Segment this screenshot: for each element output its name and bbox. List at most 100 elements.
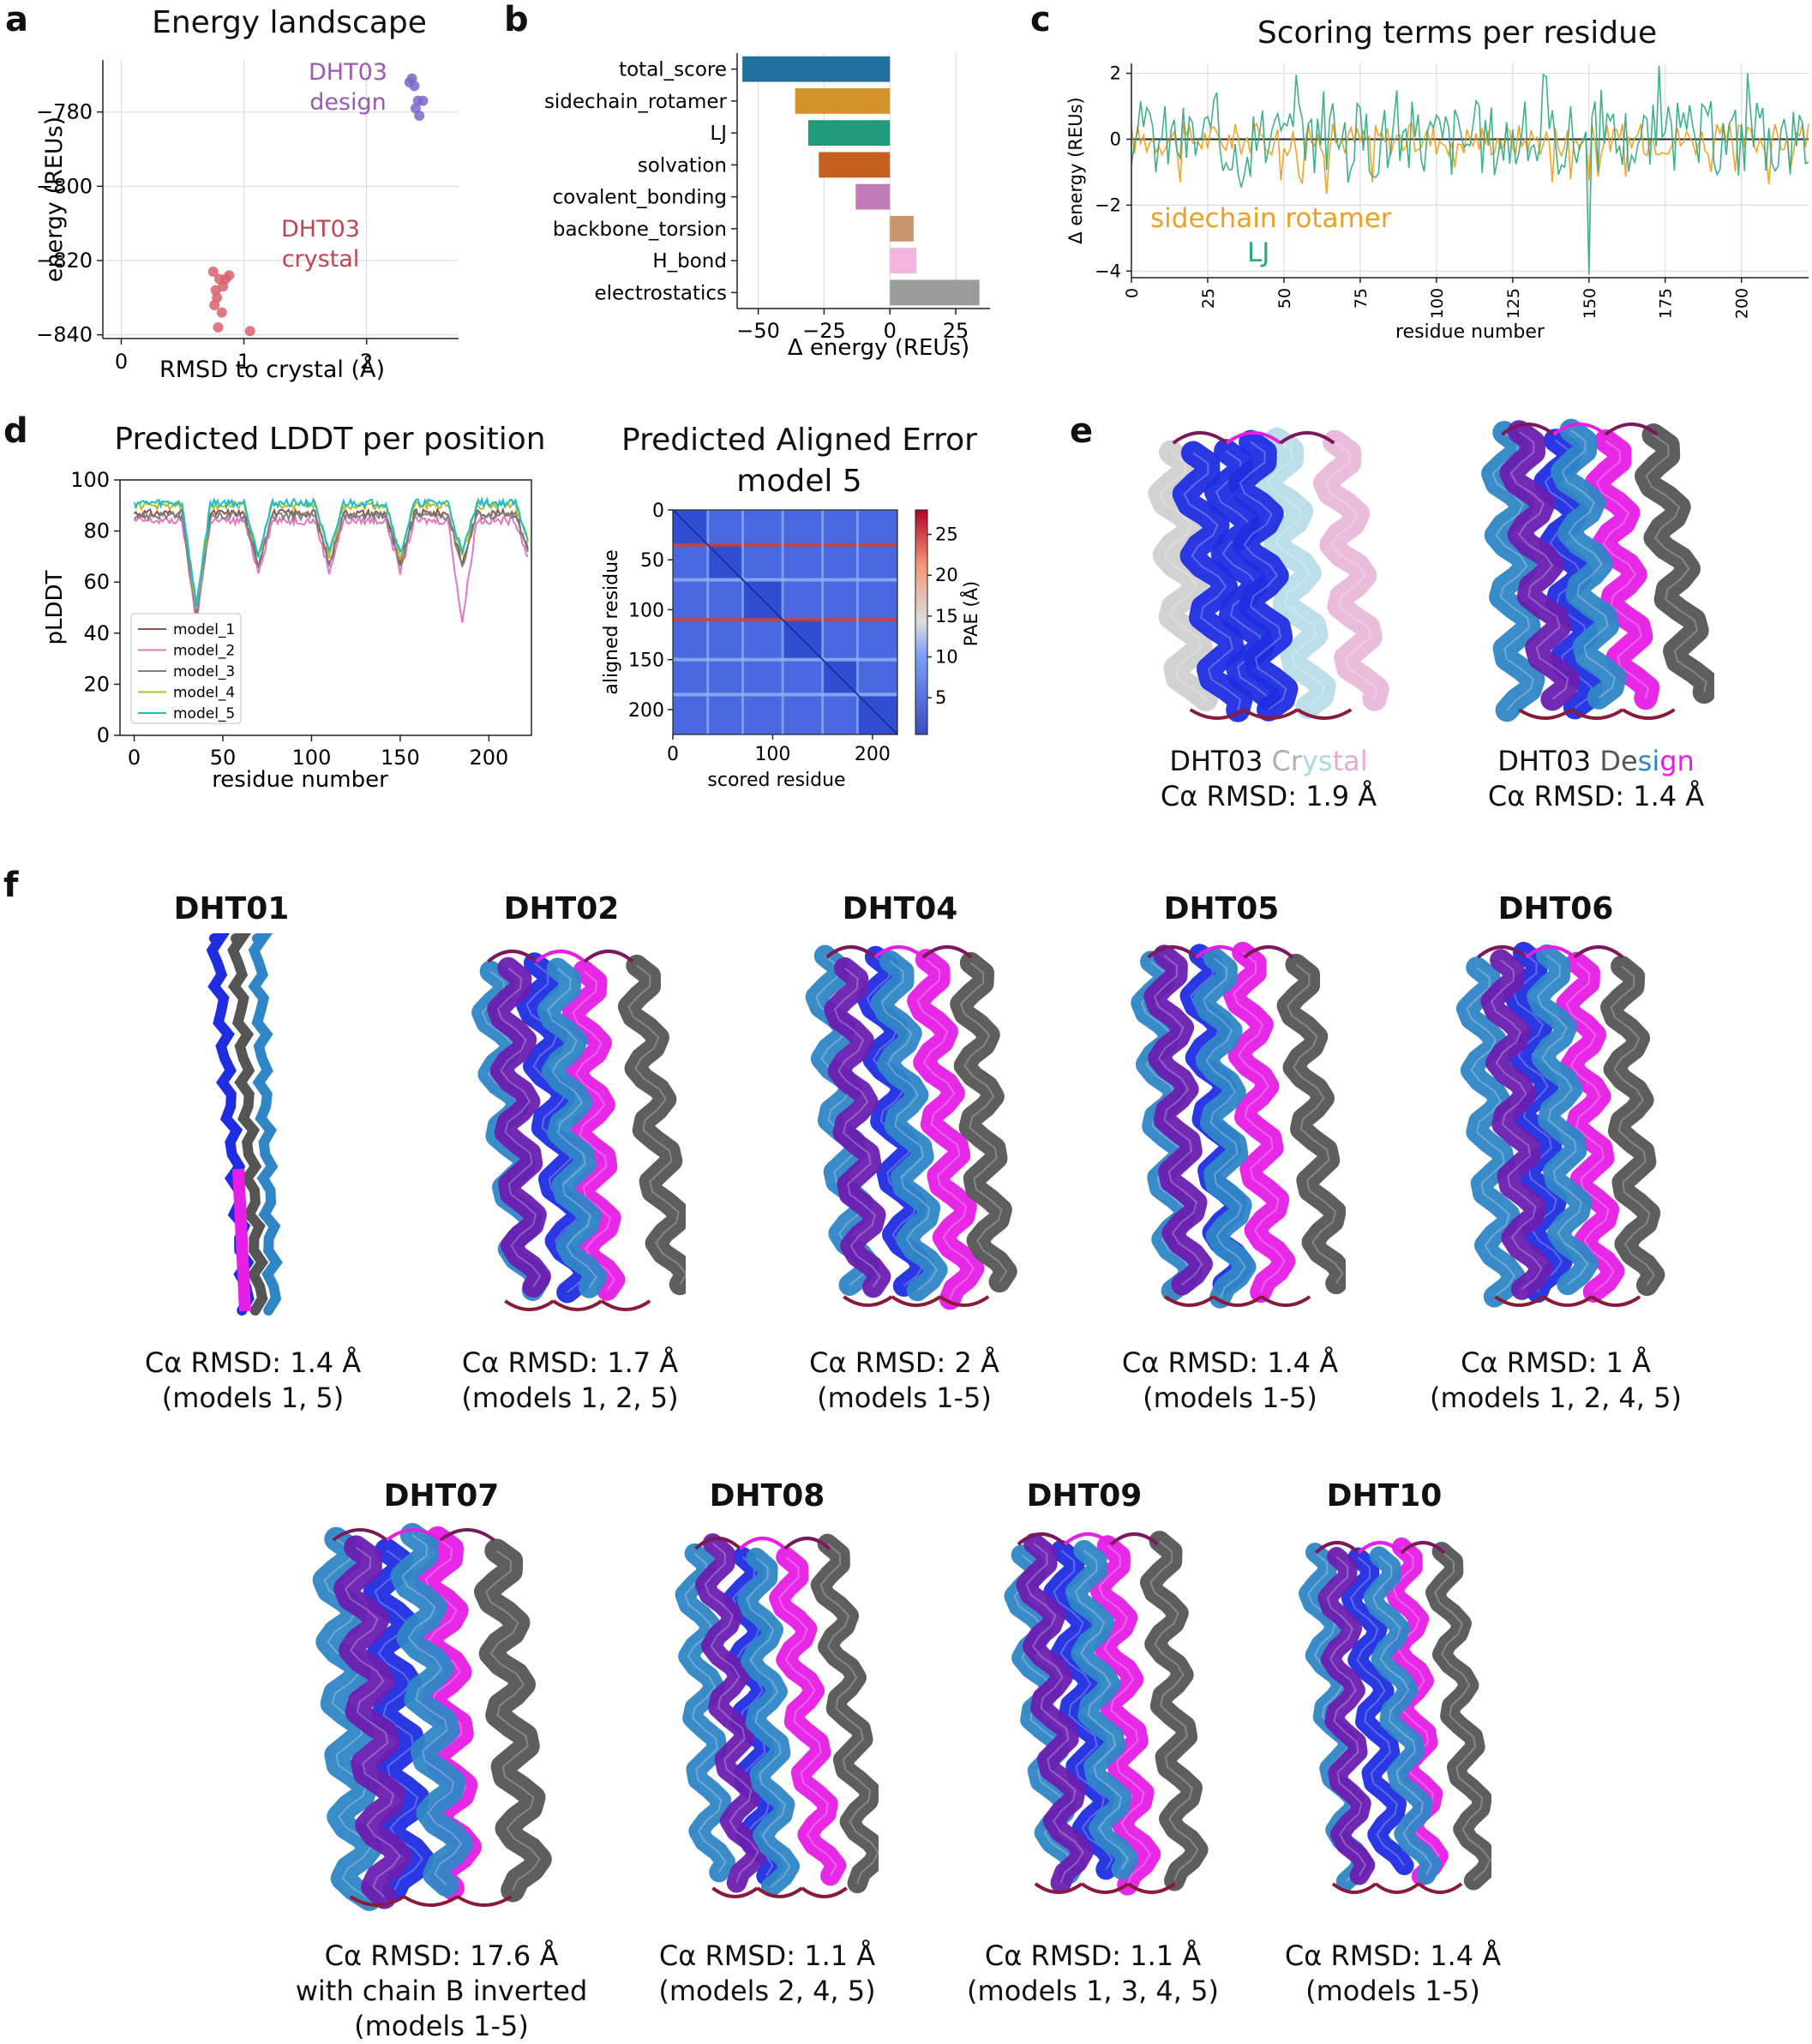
x-tick-label: 2: [360, 350, 373, 374]
loop: [1331, 1882, 1377, 1894]
helix: [1317, 1547, 1376, 1885]
x-tick-label: 100: [292, 746, 332, 770]
loop: [1357, 1541, 1403, 1555]
helix: [1172, 441, 1253, 722]
crystal-rmsd: Cα RMSD: 1.9 Å: [1160, 780, 1377, 812]
helix-highlight: [1610, 965, 1655, 1286]
pae-band-v: [821, 510, 825, 734]
x-tick-label: 0: [1123, 288, 1142, 298]
loop: [1518, 708, 1572, 720]
helix: [1363, 1546, 1442, 1885]
legend-label: model_2: [173, 643, 235, 660]
helix-highlight: [1239, 441, 1287, 710]
helix: [1455, 956, 1526, 1308]
loop: [1569, 708, 1624, 720]
loop: [825, 945, 876, 959]
pae-band-v: [706, 510, 710, 734]
bar: [890, 248, 916, 274]
y-tick-label: −800: [36, 174, 93, 198]
pae-band-h: [673, 542, 897, 547]
helix: [248, 933, 283, 1316]
dht02-caption: Cα RMSD: 1.7 Å (models 1, 2, 5): [429, 1346, 711, 1416]
loop: [456, 1895, 513, 1907]
loop: [939, 1295, 990, 1307]
dht07-structure: [312, 1523, 552, 1911]
colorbar-tick-label: 25: [935, 524, 958, 545]
loop: [1542, 1295, 1593, 1307]
helix: [950, 951, 1017, 1293]
helix: [1425, 1542, 1491, 1891]
loop: [1147, 945, 1197, 959]
loop: [783, 1537, 831, 1550]
x-tick-label: 150: [381, 746, 420, 770]
loop: [891, 1295, 942, 1307]
helix: [1481, 421, 1545, 722]
loop: [386, 1528, 441, 1542]
helix: [694, 1533, 769, 1893]
helix: [1341, 1547, 1414, 1876]
loop: [1374, 1882, 1420, 1894]
colorbar-label: PAE (Å): [959, 581, 981, 646]
helix: [487, 956, 551, 1298]
y-tick-label: 0: [97, 723, 110, 747]
loop: [1127, 1882, 1176, 1894]
helix-highlight: [1025, 1543, 1084, 1884]
colored-letter: s: [1637, 745, 1653, 777]
x-tick-label: 125: [1504, 288, 1523, 319]
pae-band-h: [673, 618, 897, 622]
x-tick-label: 75: [1352, 288, 1371, 309]
helix: [333, 1535, 412, 1909]
y-tick-label: backbone_torsion: [553, 219, 727, 241]
x-tick-label: 200: [469, 746, 508, 770]
bar: [819, 152, 891, 178]
helix: [227, 933, 269, 1316]
helix: [515, 952, 597, 1304]
x-tick-label: 25: [1199, 288, 1218, 309]
helix-highlight: [746, 1556, 791, 1888]
x-tick-label: 100: [1428, 288, 1447, 319]
loop: [1080, 1882, 1130, 1894]
loop: [1164, 1295, 1215, 1307]
helix: [1556, 951, 1625, 1303]
helix-highlight: [1536, 954, 1589, 1286]
loop: [332, 1528, 388, 1542]
data-point: [209, 300, 220, 310]
dht08-caption: Cα RMSD: 1.1 Å (models 2, 4, 5): [634, 1939, 900, 2009]
helix-highlight: [880, 960, 939, 1292]
data-point: [244, 326, 255, 337]
helix-highlight: [484, 1549, 541, 1891]
y-tick-label: 20: [83, 672, 110, 696]
helix: [1043, 1540, 1123, 1880]
delta-energy-bar-chart: −50 −25 0 25 total_score sidechain_rotamer LJ s…: [544, 53, 990, 361]
helix: [1527, 944, 1599, 1296]
helix: [736, 1547, 801, 1897]
helix-highlight: [1183, 452, 1242, 710]
panel-label-c: c: [1030, 0, 1051, 39]
loop: [1494, 1295, 1545, 1307]
helix-highlight: [1159, 452, 1207, 700]
y-tick-label: 0: [652, 501, 664, 522]
helix-highlight: [1491, 431, 1535, 711]
dht04-structure: [805, 944, 1017, 1310]
loop: [1296, 708, 1353, 720]
dht07-caption: Cα RMSD: 17.6 Å with chain B inverted (m…: [291, 1939, 591, 2044]
crystal-annotation: DHT03: [281, 216, 360, 243]
design-caption-prefix: DHT03: [1497, 745, 1600, 777]
crystal-caption-line1: DHT03 Crystal: [1106, 744, 1431, 779]
colored-letter: a: [1343, 745, 1360, 777]
loop: [1226, 431, 1281, 445]
y-tick-label: 60: [83, 570, 110, 594]
loop: [1604, 423, 1659, 436]
bar: [795, 87, 891, 114]
loop: [1172, 431, 1228, 445]
loop: [1212, 1295, 1263, 1307]
y-tick-label: LJ: [710, 123, 727, 145]
y-tick-label: −2: [1095, 195, 1121, 215]
loop: [694, 1537, 741, 1550]
helix-highlight: [1595, 440, 1649, 698]
scoring-terms-chart: 0 25 50 75 100 125 150 175 200 2 0 −2 −4 sidechain ro…: [1065, 63, 1809, 343]
helix-highlight: [627, 964, 686, 1286]
helix-highlight: [1466, 967, 1516, 1298]
pae-band-v: [781, 510, 784, 734]
dht10-structure: [1299, 1537, 1491, 1894]
